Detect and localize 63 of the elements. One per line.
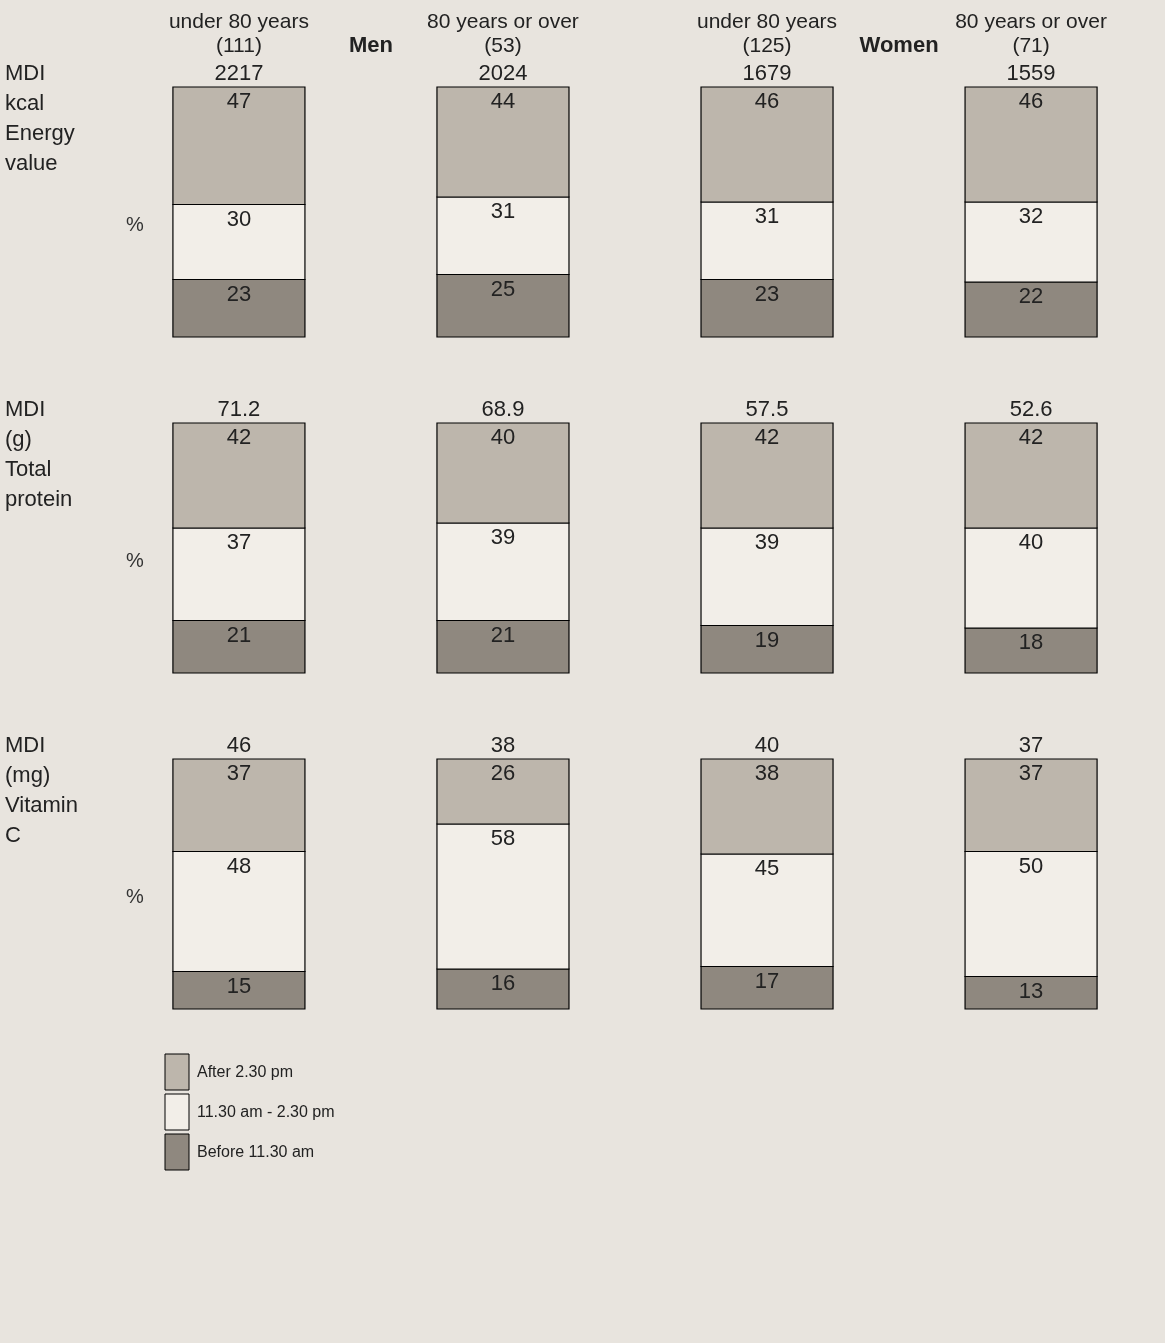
data-label: 38: [754, 760, 780, 785]
annotation: 40: [754, 732, 780, 757]
data-label: 21: [490, 621, 516, 647]
text: Women: [859, 32, 939, 57]
data-label: 22: [1018, 283, 1044, 308]
data-label: 40: [490, 424, 516, 449]
annotation: 68.9: [481, 396, 525, 421]
data-label: 23: [226, 280, 252, 306]
annotation: 2024: [478, 60, 528, 85]
text: Men: [348, 32, 393, 57]
y-axis-title: %: [126, 884, 145, 907]
data-label: 23: [754, 280, 780, 306]
x-tick-label: 80 years or over (53): [427, 8, 579, 56]
data-label: 17: [754, 967, 780, 993]
legend-label: After 2.30 pm: [197, 1063, 294, 1080]
data-label: 37: [226, 529, 252, 554]
annotation: 57.5: [745, 396, 789, 421]
annotation: 1679: [742, 60, 792, 85]
data-label: 40: [1018, 529, 1044, 554]
text: MDI kcal Energy value: [5, 60, 75, 175]
data-label: 31: [490, 198, 516, 223]
data-label: 58: [490, 825, 516, 850]
legend-label: Before 11.30 am: [197, 1143, 315, 1160]
annotation: 52.6: [1009, 396, 1053, 421]
y-axis-title: %: [126, 548, 145, 571]
data-label: 21: [226, 621, 252, 647]
annotation: 37: [1018, 732, 1044, 757]
annotation: 1559: [1006, 60, 1056, 85]
data-label: 47: [226, 88, 252, 113]
data-label: 15: [226, 972, 252, 998]
data-label: 42: [226, 424, 252, 449]
data-label: 18: [1018, 629, 1044, 654]
data-label: 13: [1018, 977, 1044, 1003]
data-label: 39: [490, 524, 516, 549]
data-label: 32: [1018, 203, 1044, 228]
x-tick-label: under 80 years (125): [696, 8, 838, 56]
annotation: 71.2: [217, 396, 261, 421]
data-label: 42: [754, 424, 780, 449]
text: MDI (g) Total protein: [5, 396, 73, 511]
data-label: 16: [490, 970, 516, 995]
data-label: 42: [1018, 424, 1044, 449]
data-label: 48: [226, 852, 252, 878]
data-label: 31: [754, 203, 780, 228]
text: MDI (mg) Vitamin C: [5, 732, 78, 847]
data-label: 37: [1018, 760, 1044, 785]
data-label: 25: [490, 275, 516, 301]
x-tick-label: under 80 years (111): [168, 8, 309, 56]
annotation: 2217: [214, 60, 264, 85]
y-axis-title: %: [126, 212, 145, 235]
data-label: 39: [754, 529, 780, 554]
data-label: 44: [490, 88, 516, 113]
data-label: 45: [754, 855, 780, 880]
data-label: 46: [1018, 88, 1044, 113]
data-label: 19: [754, 626, 780, 652]
annotation: 38: [490, 732, 516, 757]
data-label: 46: [754, 88, 780, 113]
annotation: 46: [226, 732, 252, 757]
data-label: 37: [226, 760, 252, 785]
data-label: 26: [490, 760, 516, 785]
legend-label: 11.30 am - 2.30 pm: [197, 1103, 335, 1120]
x-tick-label: 80 years or over (71): [955, 8, 1107, 56]
data-label: 30: [226, 205, 252, 231]
data-label: 50: [1018, 852, 1044, 878]
